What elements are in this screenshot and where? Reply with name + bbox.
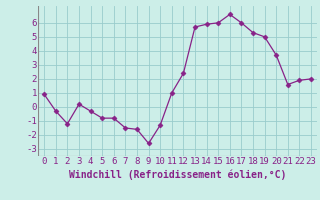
X-axis label: Windchill (Refroidissement éolien,°C): Windchill (Refroidissement éolien,°C) bbox=[69, 169, 286, 180]
